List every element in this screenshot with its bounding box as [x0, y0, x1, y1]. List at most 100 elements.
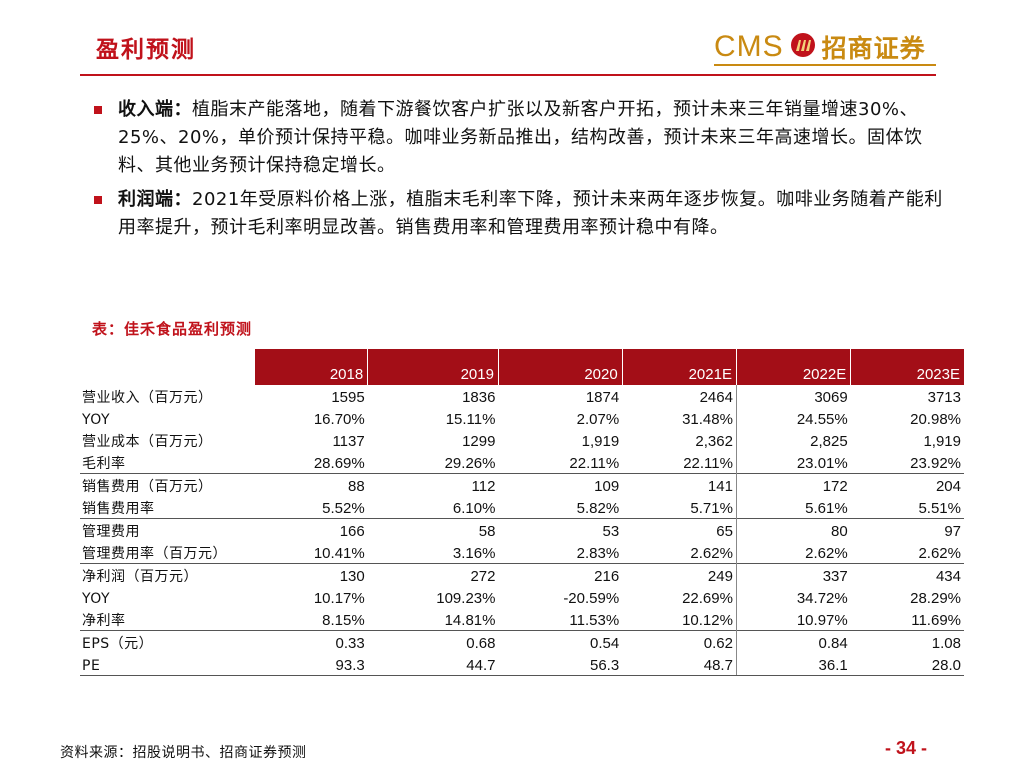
table-cell: 0.33 [254, 630, 368, 653]
table-cell: 172 [736, 473, 851, 496]
table-cell: 216 [498, 563, 623, 586]
source-note: 资料来源：招股说明书、招商证券预测 [60, 745, 307, 761]
table-cell: 2.07% [576, 411, 620, 428]
table-cell: 3069 [814, 389, 848, 406]
table-cell: 3713 [927, 389, 961, 406]
row-label: 净利润（百万元） [80, 563, 255, 586]
bullet-square-icon [94, 196, 102, 204]
table-cell: 16.70% [313, 411, 365, 428]
table-cell: 337 [736, 563, 851, 586]
row-label: PE [80, 653, 255, 676]
table-cell: 44.7 [367, 653, 499, 676]
table-cell: 36.1 [736, 653, 851, 676]
table-cell: 2464 [622, 385, 737, 407]
table-row: 营业成本（百万元） 1137 1299 1,919 2,362 2,825 1,… [80, 429, 964, 451]
table-cell: 10.97% [796, 612, 848, 629]
row-label: 管理费用率（百万元） [82, 546, 227, 562]
table-cell: 93.3 [254, 653, 368, 676]
table-cell: 10.12% [622, 608, 737, 631]
table-cell: 56.3 [498, 653, 623, 676]
table-cell: 2,825 [810, 433, 848, 450]
table-cell: 204 [850, 473, 964, 496]
table-cell: 15.11% [445, 411, 496, 428]
table-cell: 11.53% [569, 612, 620, 629]
table-cell: 65 [622, 518, 737, 541]
table-cell: 5.71% [622, 496, 737, 519]
table-cell: 1595 [331, 389, 365, 406]
table-cell: 22.11% [569, 455, 620, 472]
row-label: 营业收入（百万元） [82, 390, 213, 406]
table-cell: 31.48% [622, 407, 737, 429]
table-cell: 2.62% [622, 541, 737, 564]
table-cell: 130 [254, 563, 368, 586]
column-header: 2020 [497, 349, 623, 385]
table-cell: 249 [622, 563, 737, 586]
table-cell: 8.15% [322, 612, 365, 629]
column-header: 2022E [735, 349, 851, 385]
table-cell: 28.0 [850, 653, 964, 676]
table-cell: 10.17% [313, 590, 365, 607]
table-row: 销售费用（百万元） 88 112 109 141 172 204 [80, 473, 964, 496]
row-label: YOY [82, 412, 111, 428]
table-caption: 表：佳禾食品盈利预测 [92, 320, 253, 338]
table-cell: 166 [254, 518, 368, 541]
table-row: 管理费用 166 58 53 65 80 97 [80, 518, 964, 541]
page-number: - 34 - [885, 738, 928, 758]
table-row: 净利润（百万元） 130 272 216 249 337 434 [80, 563, 964, 586]
table-row: 销售费用率 5.52% 6.10% 5.82% 5.71% 5.61% 5.51… [80, 496, 964, 519]
table-cell: 80 [736, 518, 851, 541]
table-cell: 28.29% [910, 590, 961, 607]
table-cell: 109.23% [436, 590, 496, 607]
logo-mark-icon [790, 32, 816, 62]
table-cell: 1874 [585, 389, 620, 406]
table-cell: 14.81% [444, 612, 496, 629]
bullet-text: 2021年受原料价格上涨，植脂末毛利率下降，预计未来两年逐步恢复。咖啡业务随着产… [118, 189, 943, 238]
table-cell: 2.83% [576, 545, 620, 562]
table-cell: 2.62% [918, 545, 961, 562]
table-cell: 0.54 [498, 630, 623, 653]
table-cell: 1,919 [923, 433, 961, 450]
table-cell: 58 [367, 518, 499, 541]
table-row: YOY 16.70% 15.11% 2.07% 31.48% 24.55% 20… [80, 407, 964, 429]
table-row: EPS（元） 0.33 0.68 0.54 0.62 0.84 1.08 [80, 630, 964, 653]
table-cell: 53 [498, 518, 623, 541]
table-cell: 23.92% [910, 455, 961, 472]
table-cell: 5.82% [576, 500, 620, 517]
bullet-square-icon [94, 106, 102, 114]
table-cell: 0.68 [367, 630, 499, 653]
bullet-list: 收入端：植脂末产能落地，随着下游餐饮客户扩张以及新客户开拓，预计未来三年销量增速… [90, 96, 950, 248]
table-row: 营业收入（百万元） 1595 1836 1874 2464 3069 3713 [80, 385, 964, 407]
row-label: 毛利率 [82, 456, 126, 472]
table-cell: 22.11% [622, 451, 737, 474]
row-label: 销售费用（百万元） [80, 473, 255, 496]
table-cell: 5.52% [322, 500, 365, 517]
table-cell: 112 [367, 473, 499, 496]
table-cell: 29.26% [444, 455, 496, 472]
table-cell: 28.69% [313, 455, 365, 472]
table-cell: 272 [367, 563, 499, 586]
table-row: PE 93.3 44.7 56.3 48.7 36.1 28.0 [80, 653, 964, 676]
table-cell: 48.7 [622, 653, 737, 676]
column-header: 2019 [367, 349, 499, 385]
column-header: 2023E [850, 349, 964, 385]
row-label: 管理费用 [80, 518, 255, 541]
bullet-profit: 利润端：2021年受原料价格上涨，植脂末毛利率下降，预计未来两年逐步恢复。咖啡业… [90, 186, 950, 242]
profit-forecast-table: 2018 2019 2020 2021E 2022E 2023E 营业收入（百万… [80, 349, 964, 676]
table-cell: 22.69% [622, 586, 737, 608]
table-cell: 0.84 [736, 630, 851, 653]
page-title: 盈利预测 [96, 36, 196, 63]
table-cell: 1299 [462, 433, 496, 450]
table-cell: 88 [254, 473, 368, 496]
table-cell: 6.10% [452, 500, 496, 517]
table-cell: 2,362 [622, 429, 737, 451]
table-row: 净利率 8.15% 14.81% 11.53% 10.12% 10.97% 11… [80, 608, 964, 631]
row-label: 净利率 [82, 613, 126, 629]
table-cell: 2.62% [805, 545, 848, 562]
table-cell: 141 [622, 473, 737, 496]
bullet-text: 植脂末产能落地，随着下游餐饮客户扩张以及新客户开拓，预计未来三年销量增速30%、… [118, 99, 923, 176]
table-cell: 1137 [332, 433, 365, 450]
table-cell: 109 [498, 473, 623, 496]
bullet-revenue: 收入端：植脂末产能落地，随着下游餐饮客户扩张以及新客户开拓，预计未来三年销量增速… [90, 96, 950, 180]
header-divider [80, 74, 936, 76]
column-header: 2018 [253, 349, 368, 385]
